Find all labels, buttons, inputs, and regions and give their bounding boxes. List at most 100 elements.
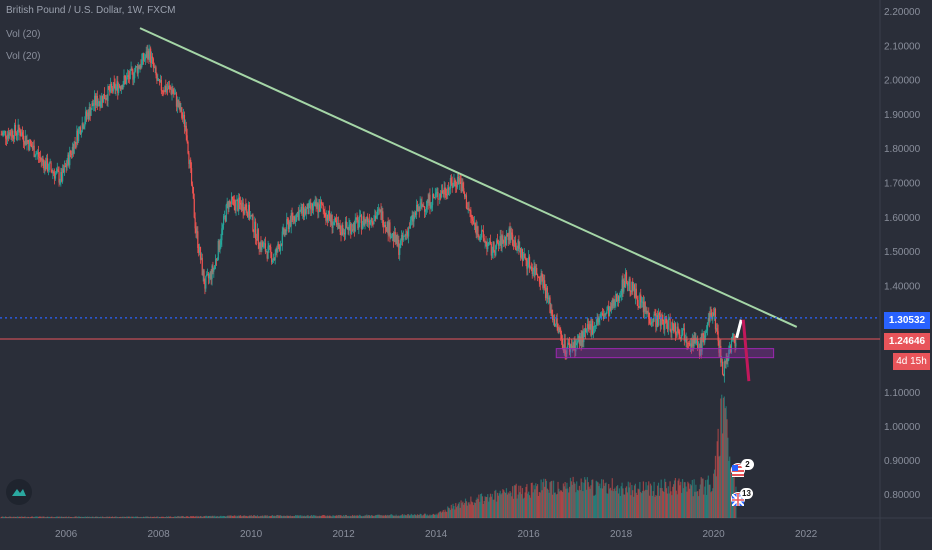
candle-body — [520, 248, 522, 258]
candle-body — [464, 195, 467, 197]
volume-bar — [721, 394, 723, 518]
candle-body — [244, 204, 246, 214]
candle-body — [370, 218, 372, 222]
candle-body — [193, 198, 195, 218]
volume-bar — [626, 492, 629, 518]
volume-bar — [239, 515, 241, 518]
volume-bar — [400, 515, 402, 518]
candle-body — [189, 159, 191, 164]
volume-bar — [646, 489, 648, 518]
volume-bar — [496, 492, 499, 518]
candle-body — [720, 346, 722, 363]
volume-bar — [60, 516, 62, 518]
time-axis[interactable]: 2006 2008 2010 2012 2014 2016 2018 2020 2022 — [55, 529, 818, 540]
candle-body — [629, 278, 631, 292]
volume-bar — [432, 514, 434, 518]
candle-body — [318, 204, 320, 213]
candle-body — [440, 193, 442, 197]
candle-body — [645, 311, 647, 312]
volume-bar — [425, 515, 427, 518]
candle-body — [287, 219, 289, 221]
volume-bar — [311, 514, 313, 518]
volume-bar — [67, 517, 69, 518]
volume-bar — [714, 455, 717, 518]
candle-body — [555, 318, 557, 325]
candle-body — [42, 158, 44, 163]
volume-bar — [680, 481, 682, 518]
candle-body — [231, 196, 234, 200]
volume-bar — [359, 515, 362, 518]
volume-bar — [619, 495, 621, 518]
volume-bar — [87, 517, 90, 518]
volume-bar — [244, 515, 246, 518]
candle-body — [90, 109, 92, 116]
candle-body — [500, 236, 502, 249]
candle-body — [375, 215, 377, 219]
volume-bar — [675, 490, 677, 518]
candle-body — [608, 306, 610, 317]
candle-body — [251, 214, 253, 217]
volume-bar — [198, 516, 200, 518]
candle-body — [147, 51, 149, 59]
candle-body — [218, 240, 220, 250]
volume-bar — [157, 516, 159, 518]
volume-bar — [208, 516, 210, 518]
volume-bar — [524, 492, 526, 518]
candle-body — [86, 112, 89, 117]
volume-bar — [496, 501, 498, 518]
candle-body — [590, 324, 592, 336]
candle-body — [206, 274, 208, 277]
candle-body — [91, 103, 93, 110]
candle-body — [599, 317, 601, 319]
volume-legend-1[interactable]: Vol (20) — [6, 29, 41, 40]
candle-body — [116, 81, 118, 87]
candle-body — [462, 182, 464, 189]
candle-body — [265, 251, 267, 253]
volume-bar — [181, 516, 183, 518]
volume-bar — [245, 516, 247, 518]
volume-bar — [224, 516, 226, 518]
x-tick-label: 2022 — [795, 529, 818, 540]
tradingview-logo-icon[interactable] — [6, 479, 32, 505]
candle-body — [126, 75, 129, 78]
candle-body — [471, 216, 473, 219]
candle-body — [215, 259, 217, 266]
volume-bar — [521, 488, 524, 518]
volume-bar — [448, 508, 451, 518]
volume-bar — [665, 481, 667, 518]
volume-bar — [609, 488, 611, 518]
candle-body — [161, 90, 163, 92]
volume-bar — [150, 517, 153, 518]
candle-body — [22, 135, 25, 142]
candle-body — [293, 216, 295, 221]
volume-bar — [115, 516, 117, 518]
candle-body — [665, 316, 667, 318]
candle-body — [190, 168, 193, 185]
candle-body — [420, 202, 422, 204]
volume-bar — [171, 517, 173, 518]
volume-bar — [498, 493, 500, 518]
volume-bar — [246, 515, 248, 518]
candle-body — [723, 361, 725, 376]
volume-bar — [190, 516, 193, 518]
price-axis[interactable]: 2.200002.100002.000001.900001.800001.700… — [884, 7, 921, 501]
volume-bar — [597, 482, 599, 518]
candle-body — [103, 93, 106, 99]
volume-bar — [64, 517, 66, 518]
candle-body — [444, 187, 446, 195]
candle-body — [279, 244, 282, 251]
candle-body — [367, 220, 370, 223]
candle-body — [589, 324, 591, 330]
candle-body — [170, 89, 172, 94]
candle-body — [351, 229, 354, 231]
volume-legend-2[interactable]: Vol (20) — [6, 51, 41, 62]
candle-body — [256, 229, 259, 241]
volume-bar — [512, 498, 515, 518]
volume-bar — [471, 501, 473, 518]
candle-body — [426, 200, 428, 208]
volume-bar — [297, 515, 299, 518]
volume-bar — [583, 482, 585, 518]
candle-body — [679, 334, 681, 338]
volume-bar — [587, 482, 589, 518]
